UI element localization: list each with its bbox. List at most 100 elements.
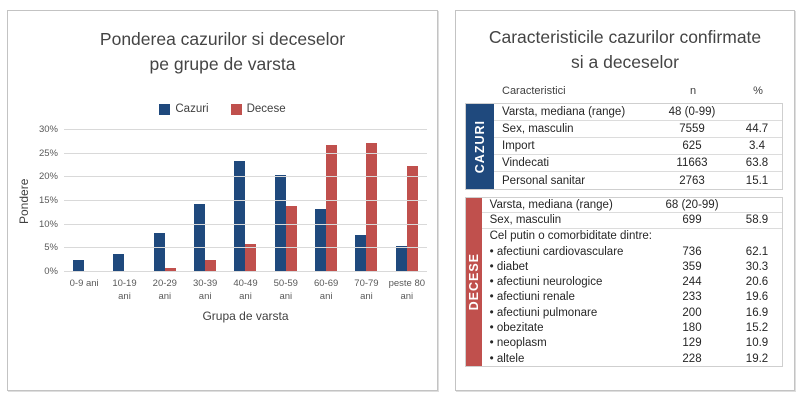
table-row: • obezitate 180 15.2	[482, 320, 782, 335]
table-row: Varsta, mediana (range) 68 (20-99)	[481, 198, 782, 214]
table-row: Sex, masculin 7559 44.7	[494, 121, 782, 138]
row-n-value: 7559	[679, 123, 705, 135]
chart-body: Pondere 0% 5% 10% 15% 20% 25% 30% 0-9 ani 10-19…	[8, 124, 437, 323]
y-tick-label: 20%	[38, 171, 58, 183]
legend-label: Cazuri	[175, 103, 209, 115]
bar-decese	[285, 205, 297, 272]
y-axis-title: Pondere	[17, 178, 31, 224]
table-row: Varsta, mediana (range) 48 (0-99)	[494, 104, 782, 121]
row-label: • afectiuni pulmonare	[489, 306, 598, 319]
row-n-value: 736	[682, 245, 702, 258]
legend-item-cazuri: Cazuri	[159, 103, 209, 115]
row-pct-value: 19.6	[745, 291, 769, 304]
chart-legend: Cazuri Decese	[8, 103, 437, 115]
row-label: Vindecati	[502, 157, 550, 169]
table-row: • afectiuni pulmonare 200 16.9	[482, 305, 782, 320]
gridline	[64, 200, 427, 201]
bar-decese	[164, 268, 176, 272]
table-row: • diabet 359 30.3	[482, 259, 782, 274]
row-n-value: 2763	[679, 174, 705, 187]
x-axis-title: Grupa de varsta	[202, 309, 289, 323]
bar-cazuri	[395, 246, 407, 272]
gridline	[64, 271, 427, 272]
table-row: • afectiuni renale 233 19.6	[482, 290, 782, 305]
x-tick-label: 60-69 ani	[313, 278, 339, 302]
row-pct-value: 15.2	[745, 322, 769, 335]
legend-swatch-icon	[230, 103, 242, 115]
row-label: Sex, masculin	[489, 214, 562, 227]
row-label: Personal sanitar	[502, 174, 586, 187]
row-n-value: 699	[682, 214, 702, 227]
row-n-value: 11663	[676, 157, 708, 169]
table-sections: CAZURI Varsta, mediana (range) 48 (0-99) Se…	[456, 103, 794, 368]
bar-group	[225, 130, 265, 272]
legend-label: Decese	[246, 103, 286, 115]
row-n-value: 48 (0-99)	[668, 106, 716, 118]
header-caracteristici: Caracteristici	[502, 85, 566, 97]
section-rows: Varsta, mediana (range) 48 (0-99) Sex, mas…	[494, 104, 782, 189]
bar-cazuri	[194, 203, 206, 272]
bar-decese	[205, 259, 217, 272]
row-label: Import	[502, 140, 535, 152]
row-n-value: 180	[682, 322, 702, 335]
row-pct-value: 30.3	[745, 260, 769, 273]
row-pct-value: 63.8	[745, 157, 769, 169]
chart-panel: Ponderea cazurilor si deceselor pe grupe…	[7, 10, 438, 391]
table-row: Import 625 3.4	[494, 138, 782, 155]
table-section-cazuri: CAZURI Varsta, mediana (range) 48 (0-99) Se…	[465, 103, 783, 190]
x-tick-label: 30-39 ani	[192, 278, 218, 302]
row-pct-value: 19.2	[745, 352, 769, 365]
bar-group	[306, 130, 346, 272]
table-panel: Caracteristicile cazurilor confirmate si…	[455, 10, 795, 391]
row-label: • afectiuni renale	[489, 291, 575, 304]
x-tick-label: 40-49 ani	[233, 278, 258, 302]
section-band-label: DECESE	[466, 253, 481, 311]
row-pct-value: 15.1	[745, 174, 769, 187]
bar-group	[104, 130, 144, 272]
row-label: • diabet	[489, 260, 529, 273]
row-pct-value: 16.9	[745, 306, 769, 319]
x-axis-ticks: 0-9 ani 10-19 ani 20-29 ani 30-39 ani 40-49 …	[64, 277, 427, 303]
bar-decese	[366, 143, 378, 272]
row-label: • altele	[489, 352, 525, 365]
row-label: Varsta, mediana (range)	[502, 106, 626, 118]
x-tick-label: 0-9 ani	[69, 278, 99, 289]
bar-cazuri	[355, 234, 367, 272]
bar-cazuri	[153, 233, 165, 272]
x-tick-label: 50-59 ani	[273, 278, 298, 302]
table-row: • altele 228 19.2	[482, 351, 782, 366]
bar-groups	[64, 130, 427, 272]
row-n-value: 625	[682, 140, 702, 152]
x-tick-label: 70-79 ani	[354, 278, 379, 302]
table-row: • afectiuni cardiovasculare 736 62.1	[482, 244, 782, 259]
table-title: Caracteristicile cazurilor confirmate si…	[456, 25, 794, 75]
row-pct-value: 3.4	[749, 140, 765, 152]
table-section-decese: DECESE Varsta, mediana (range) 68 (20-99) S…	[465, 197, 783, 368]
section-band: DECESE	[466, 198, 482, 367]
bar-cazuri	[315, 208, 327, 272]
section-rows: Varsta, mediana (range) 68 (20-99) Sex, ma…	[481, 198, 782, 366]
legend-swatch-icon	[159, 103, 171, 115]
row-n-value: 359	[682, 260, 702, 273]
bar-cazuri	[113, 254, 125, 272]
gridline	[64, 247, 427, 249]
row-n-value: 228	[682, 352, 702, 365]
chart-title: Ponderea cazurilor si deceselor pe grupe…	[8, 27, 437, 77]
chart-title-line2: pe grupe de varsta	[149, 54, 296, 74]
table-title-line2: si a deceselor	[571, 52, 679, 72]
bar-cazuri	[73, 259, 85, 272]
y-tick-label: 0%	[44, 266, 58, 277]
y-tick-label: 25%	[38, 147, 58, 159]
table-row: • afectiuni neurologice 244 20.6	[482, 274, 782, 289]
row-label: Cel putin o comorbiditate dintre:	[489, 230, 652, 243]
bar-decese	[406, 165, 418, 272]
bar-group	[64, 130, 104, 272]
bar-group	[387, 130, 427, 272]
bar-decese	[245, 243, 257, 272]
row-label: • obezitate	[489, 322, 544, 335]
table-header: Caracteristici n %	[465, 85, 783, 97]
table-row: Cel putin o comorbiditate dintre:	[482, 229, 782, 244]
table-title-line1: Caracteristicile cazurilor confirmate	[488, 27, 762, 47]
chart-title-line1: Ponderea cazurilor si deceselor	[99, 29, 346, 49]
section-band-label: CAZURI	[473, 119, 487, 174]
